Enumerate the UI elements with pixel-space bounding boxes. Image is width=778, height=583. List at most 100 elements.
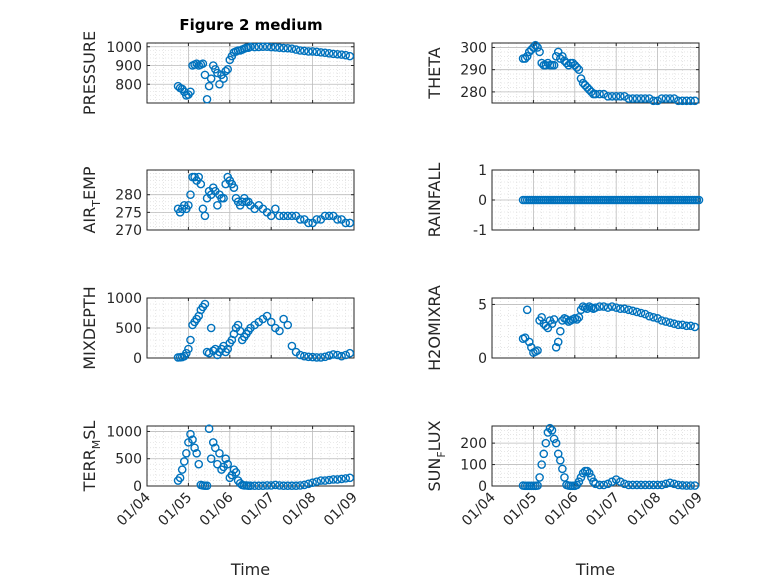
data-point — [686, 321, 696, 331]
data-point — [669, 94, 679, 103]
y-tick-label: 500 — [115, 452, 142, 468]
data-point — [632, 480, 642, 490]
data-point — [184, 200, 193, 210]
data-point — [640, 480, 650, 490]
minor-grid — [147, 170, 354, 230]
data-point — [341, 474, 351, 483]
data-point — [295, 481, 305, 490]
data-point — [266, 317, 276, 327]
data-point — [591, 303, 600, 312]
data-point — [223, 64, 233, 74]
data-point — [328, 49, 338, 59]
data-point — [258, 481, 268, 491]
data-point — [300, 46, 309, 56]
data-point — [537, 58, 546, 68]
data-point — [312, 353, 322, 362]
data-point — [611, 303, 621, 312]
data-point — [564, 60, 573, 70]
data-point — [221, 66, 230, 76]
data-point — [587, 87, 596, 97]
y-axis-label-subscript: F — [435, 451, 448, 457]
data-point — [266, 481, 276, 490]
y-tick-label: 1 — [478, 163, 487, 179]
data-point — [320, 352, 330, 362]
y-axis-label: H2OMIXRA — [425, 285, 444, 371]
data-point — [582, 304, 592, 314]
data-point — [208, 438, 218, 447]
data-point — [535, 473, 544, 482]
data-point — [279, 211, 288, 221]
data-point — [337, 351, 346, 361]
y-axis-label: PRESSURE — [80, 31, 99, 115]
x-axis-label: Time — [230, 560, 270, 579]
data-point — [204, 81, 214, 91]
data-point — [531, 40, 540, 50]
data-point — [628, 94, 638, 103]
data-point — [620, 479, 629, 489]
subplot-h2omixra: 0 5 H2OMIXRA — [425, 285, 700, 371]
data-point — [640, 309, 650, 319]
data-point — [194, 459, 204, 469]
data-point — [539, 449, 549, 459]
data-point — [219, 193, 228, 203]
data-point — [316, 476, 326, 485]
data-point — [246, 42, 255, 52]
data-point — [537, 460, 546, 469]
data-point — [535, 47, 544, 57]
data-point — [320, 476, 330, 485]
data-series — [173, 299, 355, 362]
data-point — [665, 478, 675, 488]
data-point — [328, 350, 338, 359]
data-point — [324, 475, 334, 485]
data-point — [587, 473, 596, 482]
data-point — [661, 479, 671, 489]
data-point — [574, 312, 584, 322]
data-point — [620, 304, 629, 314]
data-point — [295, 46, 305, 55]
data-point — [300, 351, 309, 361]
data-point — [291, 45, 301, 54]
data-point — [545, 423, 555, 433]
y-tick-label: 1000 — [106, 424, 142, 440]
data-point — [649, 96, 658, 106]
data-point — [560, 473, 569, 482]
data-point — [556, 326, 565, 336]
data-point — [674, 320, 683, 330]
data-point — [186, 87, 195, 97]
data-point — [262, 311, 272, 321]
data-point — [258, 42, 268, 52]
data-point — [271, 43, 280, 52]
data-point — [682, 321, 691, 331]
data-point — [190, 443, 199, 453]
data-point — [558, 52, 567, 61]
data-point — [616, 92, 625, 101]
data-point — [312, 215, 322, 224]
data-point — [649, 312, 658, 322]
data-point — [533, 43, 542, 52]
data-point — [616, 304, 625, 314]
data-point — [250, 481, 259, 491]
subplot-mixdepth: 0 500 1000 MIXDEPTH — [80, 286, 355, 370]
data-point — [574, 65, 584, 74]
data-point — [304, 479, 313, 489]
minor-grid — [492, 43, 699, 103]
data-point — [333, 475, 342, 484]
data-point — [599, 480, 609, 490]
data-point — [184, 344, 193, 354]
data-point — [287, 481, 297, 491]
y-tick-label: 275 — [115, 205, 142, 221]
data-point — [624, 94, 633, 103]
data-point — [682, 96, 691, 106]
data-point — [694, 195, 704, 205]
data-point — [308, 478, 317, 488]
data-point — [547, 319, 557, 329]
y-axis-label: SUNFLUX — [425, 420, 448, 491]
data-point — [576, 473, 586, 482]
data-point — [271, 480, 280, 490]
data-point — [192, 59, 201, 68]
data-point — [215, 79, 224, 89]
data-point — [595, 480, 604, 490]
data-point — [291, 481, 301, 491]
data-point — [562, 315, 571, 324]
